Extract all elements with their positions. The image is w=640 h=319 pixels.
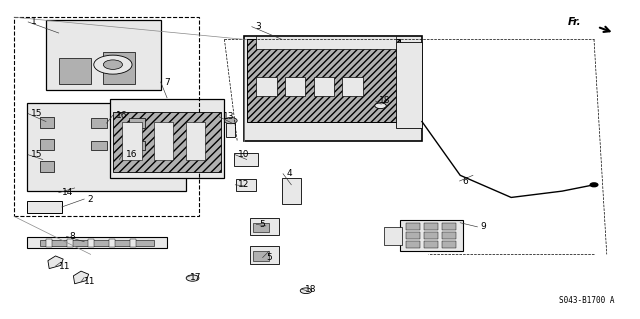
Bar: [103, 52, 135, 84]
Text: 11: 11: [59, 262, 70, 271]
Text: 7: 7: [164, 78, 170, 86]
Bar: [27, 237, 167, 248]
Text: 15: 15: [31, 109, 43, 118]
Text: 18: 18: [379, 97, 390, 106]
Polygon shape: [48, 256, 63, 269]
Bar: [442, 241, 456, 248]
Text: S043-B1700 A: S043-B1700 A: [559, 296, 614, 305]
Bar: [424, 241, 438, 248]
Text: 5: 5: [259, 220, 265, 229]
Text: 4: 4: [286, 169, 292, 178]
Polygon shape: [74, 271, 89, 284]
Bar: [256, 36, 396, 49]
Bar: [442, 232, 456, 239]
Bar: [40, 117, 54, 128]
Bar: [424, 223, 438, 230]
Bar: [226, 123, 236, 137]
Text: 16: 16: [125, 150, 137, 159]
Bar: [285, 77, 305, 96]
Bar: [46, 20, 161, 90]
Bar: [40, 240, 154, 247]
Text: 16: 16: [116, 111, 127, 120]
Bar: [234, 153, 258, 166]
Bar: [406, 241, 420, 248]
Circle shape: [590, 183, 598, 187]
Text: 12: 12: [239, 180, 250, 189]
Bar: [442, 223, 456, 230]
Bar: [91, 118, 106, 128]
Bar: [384, 227, 401, 245]
Circle shape: [103, 60, 122, 69]
Bar: [67, 239, 74, 247]
Text: 5: 5: [266, 253, 271, 262]
Bar: [236, 179, 256, 191]
Circle shape: [94, 55, 132, 74]
Bar: [113, 112, 221, 172]
Bar: [342, 77, 363, 96]
Bar: [250, 247, 278, 264]
Text: 2: 2: [88, 195, 93, 204]
Bar: [40, 161, 54, 172]
Text: 8: 8: [70, 232, 76, 241]
Bar: [314, 77, 334, 96]
Text: 15: 15: [31, 150, 43, 159]
Bar: [130, 239, 136, 247]
Bar: [253, 251, 269, 261]
Bar: [186, 122, 205, 160]
Text: 9: 9: [481, 222, 486, 231]
Text: 3: 3: [255, 22, 260, 31]
Bar: [129, 141, 145, 150]
Text: Fr.: Fr.: [568, 17, 581, 27]
Bar: [91, 141, 106, 150]
Bar: [59, 58, 91, 84]
Circle shape: [300, 288, 312, 293]
Text: 6: 6: [463, 176, 468, 186]
Bar: [399, 219, 463, 251]
Circle shape: [225, 117, 237, 124]
Text: 17: 17: [190, 273, 202, 282]
Bar: [406, 223, 420, 230]
Bar: [250, 218, 278, 235]
Text: 1: 1: [31, 18, 37, 26]
Bar: [154, 122, 173, 160]
Bar: [46, 239, 52, 247]
Bar: [109, 239, 115, 247]
Text: 18: 18: [305, 285, 316, 294]
Circle shape: [375, 103, 387, 108]
Bar: [40, 139, 54, 150]
Text: 13: 13: [223, 112, 234, 121]
Bar: [396, 42, 422, 128]
Bar: [256, 77, 276, 96]
Text: 10: 10: [239, 150, 250, 159]
Bar: [109, 100, 225, 178]
Bar: [282, 178, 301, 204]
Circle shape: [186, 275, 199, 281]
Bar: [88, 239, 95, 247]
Bar: [27, 103, 186, 191]
Bar: [122, 122, 141, 160]
Bar: [253, 223, 269, 232]
Bar: [424, 232, 438, 239]
Bar: [27, 201, 62, 213]
Bar: [406, 232, 420, 239]
Bar: [14, 17, 199, 216]
Bar: [129, 118, 145, 128]
Bar: [246, 39, 399, 122]
Bar: [244, 36, 422, 141]
Text: 11: 11: [84, 278, 96, 286]
Text: 14: 14: [62, 188, 74, 197]
